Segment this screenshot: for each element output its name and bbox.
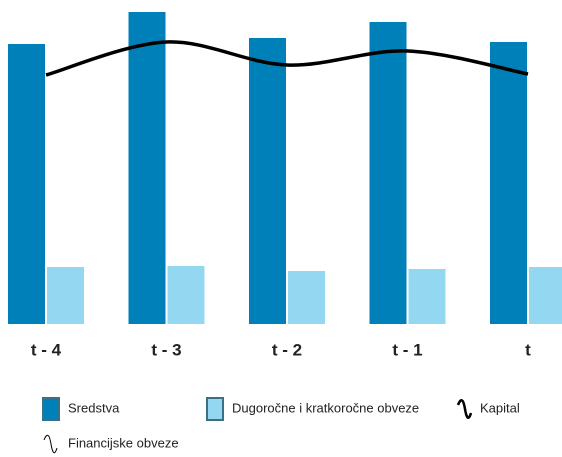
legend-swatch (42, 397, 60, 421)
legend-swatch (456, 399, 473, 419)
bar (47, 267, 84, 324)
x-tick-label: t - 4 (31, 340, 62, 359)
x-tick-label: t (525, 340, 531, 359)
legend-swatch (43, 434, 58, 454)
legend-label: Kapital (480, 400, 520, 415)
line (45, 40, 529, 77)
x-tick-label: t - 2 (272, 340, 302, 359)
legend-label: Sredstva (68, 400, 120, 415)
bar (288, 271, 325, 324)
x-tick-label: t - 3 (151, 340, 181, 359)
bar (167, 266, 205, 324)
legend-label: Financijske obveze (68, 435, 179, 450)
bar (8, 44, 45, 324)
bar (408, 269, 446, 324)
bar (529, 267, 562, 324)
x-tick-label: t - 1 (392, 340, 422, 359)
bar (249, 38, 286, 324)
bar (128, 12, 166, 324)
legend-swatch (206, 397, 224, 421)
bar (490, 42, 527, 324)
bar (369, 22, 407, 324)
legend-label: Dugoročne i kratkoročne obveze (232, 400, 419, 415)
